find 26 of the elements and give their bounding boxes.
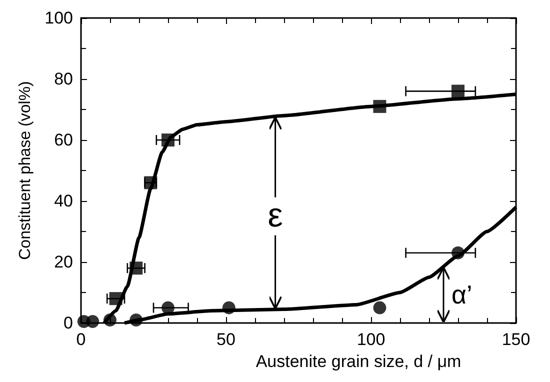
- y-tick-label: 0: [64, 314, 73, 332]
- x-tick-label: 0: [76, 330, 86, 349]
- point: [452, 246, 464, 260]
- x-axis-title: Austenite grain size, d / μm: [256, 352, 462, 371]
- y-tick-label: 60: [54, 130, 73, 150]
- annotation: α’: [450, 279, 474, 310]
- point: [162, 134, 174, 146]
- point: [373, 100, 386, 113]
- y-axis-title: Constituent phase (vol%): [17, 81, 34, 260]
- x-tick-label: 100: [356, 330, 386, 349]
- point: [130, 262, 143, 275]
- annotation: ε: [266, 196, 285, 235]
- point: [452, 84, 464, 98]
- y-tick-label: 80: [54, 70, 73, 88]
- point: [130, 313, 143, 326]
- x-tick-label: 50: [216, 330, 236, 349]
- y-tick-label: 20: [54, 252, 73, 272]
- point: [222, 301, 236, 314]
- point: [373, 301, 386, 314]
- x-tick-label: 150: [502, 330, 530, 349]
- point: [162, 301, 174, 314]
- y-tick-label: 100: [44, 8, 73, 28]
- point: [86, 314, 100, 328]
- y-tick-label: 40: [54, 192, 73, 210]
- point: [109, 292, 122, 306]
- point: [104, 313, 116, 326]
